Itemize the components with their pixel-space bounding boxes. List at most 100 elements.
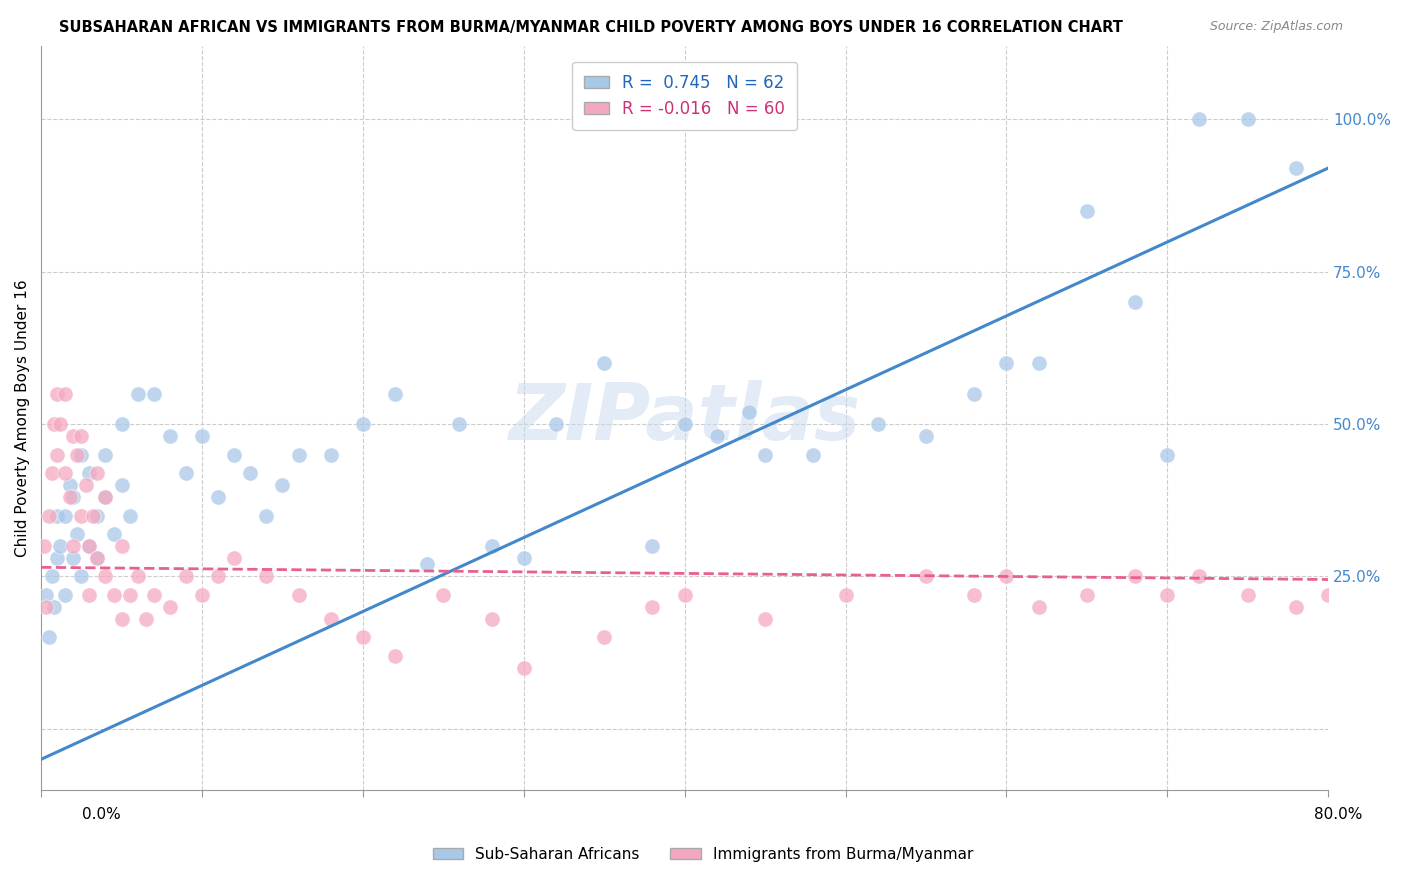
Point (1317, 588, 1340, 602)
Point (254, 569, 277, 583)
Y-axis label: Child Poverty Among Boys Under 16: Child Poverty Among Boys Under 16 (15, 279, 30, 557)
Point (53, 466, 76, 480)
Point (142, 386, 165, 401)
Point (127, 569, 149, 583)
Point (110, 539, 132, 553)
Point (1285, 599, 1308, 614)
Point (79, 539, 101, 553)
Text: SUBSAHARAN AFRICAN VS IMMIGRANTS FROM BURMA/MYANMAR CHILD POVERTY AMONG BOYS UND: SUBSAHARAN AFRICAN VS IMMIGRANTS FROM BU… (59, 20, 1122, 35)
Point (352, 417, 374, 431)
Point (42, 417, 65, 431)
Point (834, 588, 856, 602)
Point (159, 429, 181, 443)
Point (271, 478, 294, 492)
Point (38, 508, 60, 523)
Point (103, 526, 125, 541)
Point (673, 588, 696, 602)
Point (963, 386, 986, 401)
Point (207, 569, 229, 583)
Point (513, 551, 536, 566)
Text: 80.0%: 80.0% (1315, 807, 1362, 822)
Point (79, 588, 101, 602)
Point (94, 569, 117, 583)
Point (1188, 569, 1211, 583)
Point (118, 508, 141, 523)
Point (118, 588, 141, 602)
Point (94, 448, 117, 462)
Point (110, 478, 132, 492)
Point (754, 448, 776, 462)
Point (416, 558, 439, 572)
Point (449, 417, 471, 431)
Point (127, 386, 149, 401)
Point (915, 569, 938, 583)
Point (86, 508, 108, 523)
Point (1028, 356, 1050, 370)
Point (82, 508, 104, 523)
Point (46, 508, 69, 523)
Point (1028, 599, 1050, 614)
Point (1123, 295, 1146, 310)
Point (59, 490, 82, 504)
Point (481, 612, 503, 626)
Point (754, 612, 776, 626)
Point (239, 466, 262, 480)
Point (41, 466, 63, 480)
Point (1123, 569, 1146, 583)
Point (352, 631, 374, 645)
Point (53, 508, 76, 523)
Point (866, 417, 889, 431)
Point (963, 588, 986, 602)
Point (384, 648, 406, 663)
Point (191, 429, 214, 443)
Point (319, 612, 342, 626)
Point (915, 429, 938, 443)
Point (738, 405, 761, 419)
Text: 0.0%: 0.0% (82, 807, 121, 822)
Point (59, 478, 82, 492)
Point (86, 551, 108, 566)
Point (49, 539, 72, 553)
Point (174, 569, 197, 583)
Point (135, 612, 157, 626)
Text: ZIPatlas: ZIPatlas (509, 380, 860, 456)
Point (46, 448, 69, 462)
Point (70, 448, 93, 462)
Point (287, 588, 309, 602)
Point (544, 417, 567, 431)
Point (79, 466, 101, 480)
Point (224, 448, 246, 462)
Point (65, 448, 87, 462)
Point (641, 599, 664, 614)
Point (35, 588, 58, 602)
Legend: Sub-Saharan Africans, Immigrants from Burma/Myanmar: Sub-Saharan Africans, Immigrants from Bu… (426, 841, 980, 868)
Point (319, 448, 342, 462)
Point (174, 466, 197, 480)
Point (103, 588, 125, 602)
Point (94, 490, 117, 504)
Point (593, 631, 616, 645)
Point (481, 539, 503, 553)
Point (142, 588, 165, 602)
Point (49, 417, 72, 431)
Point (995, 356, 1018, 370)
Point (46, 551, 69, 566)
Point (35, 599, 58, 614)
Point (62, 539, 84, 553)
Point (1236, 112, 1258, 127)
Point (110, 417, 132, 431)
Point (1236, 588, 1258, 602)
Point (62, 551, 84, 566)
Point (995, 569, 1018, 583)
Point (46, 386, 69, 401)
Point (42, 599, 65, 614)
Point (706, 429, 728, 443)
Point (70, 569, 93, 583)
Point (62, 429, 84, 443)
Point (593, 356, 616, 370)
Point (65, 526, 87, 541)
Point (191, 588, 214, 602)
Point (801, 448, 824, 462)
Point (94, 490, 117, 504)
Legend: R =  0.745   N = 62, R = -0.016   N = 60: R = 0.745 N = 62, R = -0.016 N = 60 (572, 62, 797, 129)
